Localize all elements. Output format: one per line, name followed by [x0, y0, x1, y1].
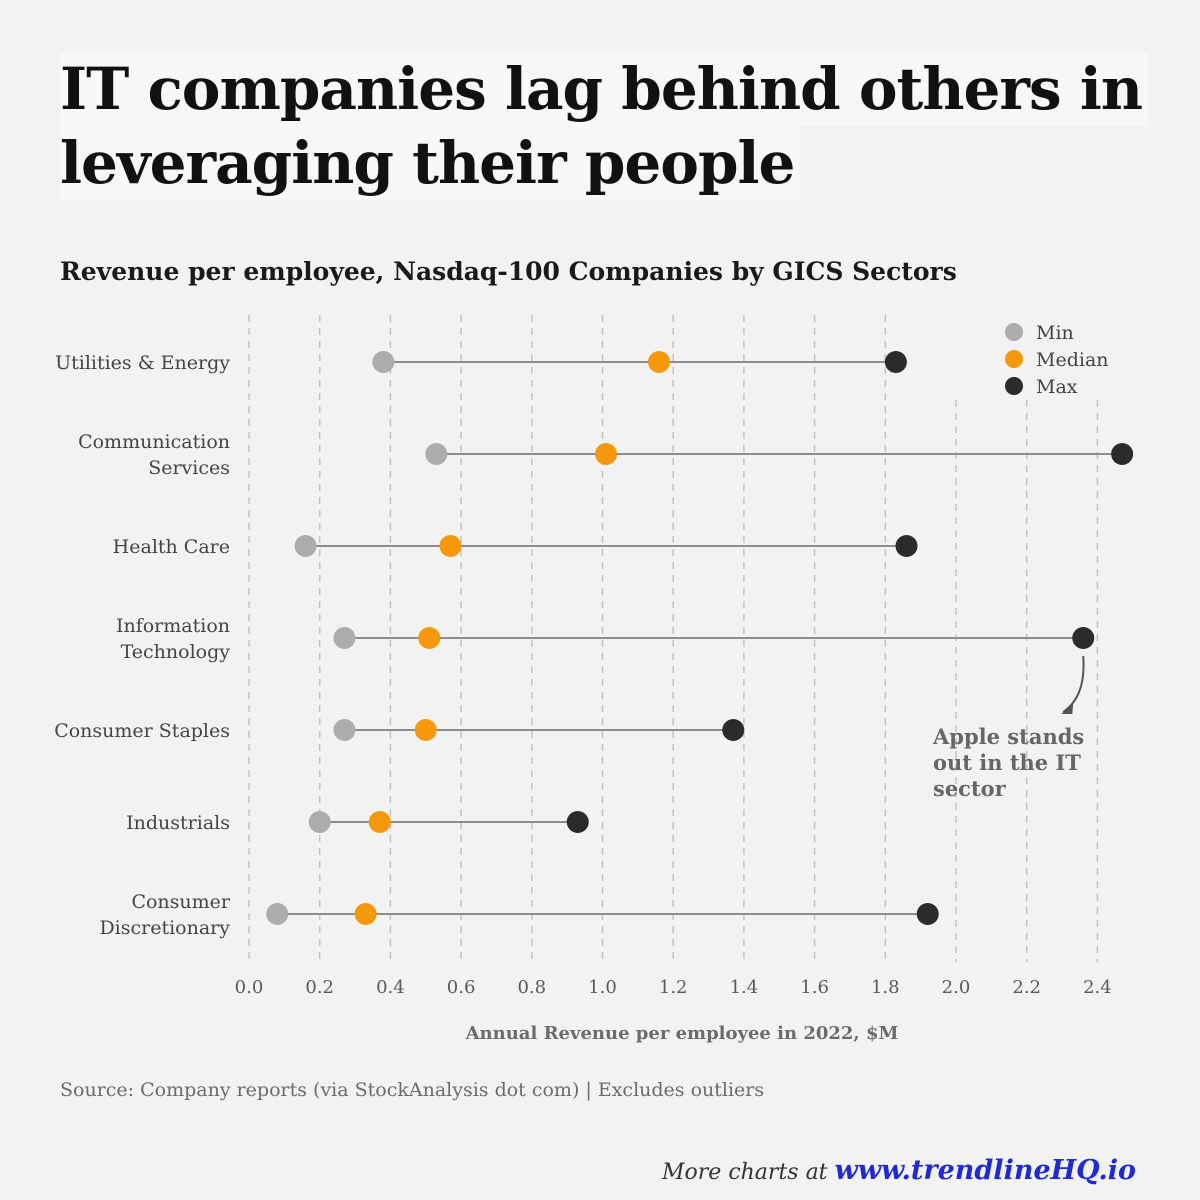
category-label: Technology — [121, 641, 231, 663]
legend-min-label: Min — [1036, 322, 1074, 344]
source-note: Source: Company reports (via StockAnalys… — [60, 1079, 765, 1101]
chart-title-line-2: leveraging their people — [60, 126, 801, 200]
category-label: Industrials — [126, 812, 230, 834]
category-label: Communication — [78, 431, 230, 453]
max-point — [722, 719, 745, 741]
x-tick-label: 2.4 — [1083, 977, 1112, 998]
footer: More charts at www.trendlineHQ.io — [662, 1155, 1136, 1186]
median-point — [368, 811, 391, 833]
x-tick-label: 1.4 — [730, 977, 759, 998]
min-point — [294, 535, 317, 557]
annotation-text: sector — [933, 776, 1007, 801]
max-point — [566, 811, 589, 833]
legend-max-label: Max — [1036, 376, 1078, 398]
annotation-arrow — [1062, 655, 1085, 713]
median-point — [418, 627, 441, 649]
min-point — [308, 811, 331, 833]
x-tick-label: 1.2 — [659, 977, 688, 998]
category-label: Services — [148, 457, 230, 479]
median-point — [354, 903, 377, 925]
x-tick-label: 0.2 — [305, 977, 334, 998]
x-tick-label: 1.0 — [588, 977, 617, 998]
category-label: Health Care — [113, 536, 230, 558]
annotation-text: Apple stands — [932, 724, 1084, 749]
median-point — [414, 719, 437, 741]
min-point — [266, 903, 289, 925]
chart-title-line-1: IT companies lag behind others in — [60, 52, 1149, 126]
max-point — [916, 903, 939, 925]
x-tick-label: 2.0 — [942, 977, 971, 998]
footer-prefix: More charts at — [662, 1160, 835, 1185]
legend-min-marker — [1005, 323, 1023, 341]
min-point — [425, 443, 448, 465]
max-point — [1072, 627, 1095, 649]
max-point — [1111, 443, 1134, 465]
annotation-arrowhead — [1061, 703, 1074, 714]
x-tick-label: 0.4 — [376, 977, 405, 998]
min-point — [372, 351, 395, 373]
x-axis-label: Annual Revenue per employee in 2022, $M — [465, 1023, 899, 1044]
chart-title: IT companies lag behind others in levera… — [60, 52, 1149, 200]
median-point — [648, 351, 671, 373]
min-point — [333, 627, 356, 649]
footer-link[interactable]: www.trendlineHQ.io — [834, 1155, 1136, 1186]
x-tick-label: 2.2 — [1012, 977, 1041, 998]
category-label: Discretionary — [99, 917, 230, 939]
chart-subtitle: Revenue per employee, Nasdaq-100 Compani… — [60, 257, 957, 286]
min-point — [333, 719, 356, 741]
x-tick-label: 1.8 — [871, 977, 900, 998]
category-label: Consumer — [131, 891, 230, 913]
annotation-text: out in the IT — [933, 750, 1081, 775]
x-tick-label: 1.6 — [800, 977, 829, 998]
category-label: Utilities & Energy — [55, 352, 230, 374]
legend-max-marker — [1005, 377, 1023, 395]
category-label: Consumer Staples — [54, 720, 230, 742]
x-tick-label: 0.0 — [235, 977, 264, 998]
legend-median-label: Median — [1036, 349, 1109, 371]
legend-median-marker — [1005, 350, 1023, 368]
max-point — [884, 351, 907, 373]
category-label: Information — [116, 615, 230, 637]
max-point — [895, 535, 918, 557]
x-tick-label: 0.6 — [447, 977, 476, 998]
median-point — [595, 443, 618, 465]
x-tick-label: 0.8 — [517, 977, 546, 998]
median-point — [439, 535, 462, 557]
